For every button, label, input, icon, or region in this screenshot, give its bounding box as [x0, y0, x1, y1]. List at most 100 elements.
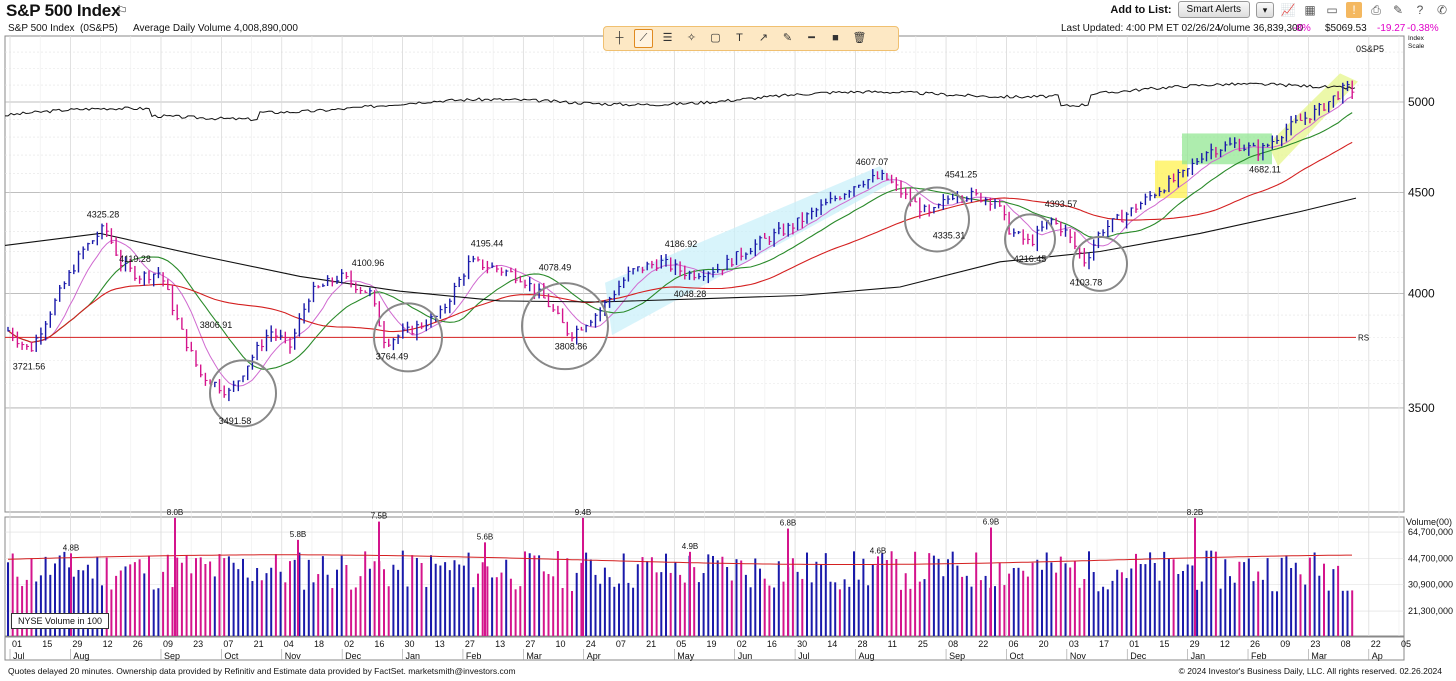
- volume-peak-label: 5.8B: [290, 530, 306, 539]
- x-tick-label: 23: [193, 639, 203, 649]
- x-tick-label: 10: [556, 639, 566, 649]
- x-tick-label: 14: [827, 639, 837, 649]
- price-label: 4078.49: [539, 263, 572, 273]
- x-tick-label: 01: [1129, 639, 1139, 649]
- x-tick-label: 29: [1190, 639, 1200, 649]
- x-tick-label: 02: [737, 639, 747, 649]
- price-label: 4103.78: [1070, 277, 1103, 287]
- volume-peak-label: 5.6B: [477, 532, 493, 541]
- base-circle: [905, 187, 969, 251]
- month-label: Nov: [1070, 651, 1087, 661]
- x-tick-label: 07: [616, 639, 626, 649]
- x-tick-label: 15: [42, 639, 52, 649]
- scale-label: Index: [1408, 35, 1425, 42]
- volume-peak-label: 8.2B: [1187, 508, 1203, 517]
- month-label: Ap: [1372, 651, 1383, 661]
- x-tick-label: 13: [435, 639, 445, 649]
- x-tick-label: 20: [1039, 639, 1049, 649]
- price-label: 4119.28: [119, 254, 151, 264]
- volume-tick-label: 21,300,000: [1408, 606, 1453, 616]
- month-label: Nov: [285, 651, 302, 661]
- x-tick-label: 29: [72, 639, 82, 649]
- y-tick-label: 4000: [1408, 286, 1435, 300]
- x-tick-label: 21: [254, 639, 264, 649]
- y-tick-label: 3500: [1408, 401, 1435, 415]
- crosshair-icon[interactable]: ┼: [610, 29, 629, 48]
- price-label: 3764.49: [376, 351, 409, 361]
- x-tick-label: 08: [1341, 639, 1351, 649]
- price-label: 4100.96: [352, 258, 385, 268]
- month-label: Sep: [164, 651, 180, 661]
- x-tick-label: 15: [1159, 639, 1169, 649]
- trash-icon[interactable]: 🗑: [850, 29, 869, 48]
- x-tick-label: 05: [676, 639, 686, 649]
- x-tick-label: 11: [888, 639, 897, 649]
- volume-peak-label: 6.8B: [780, 519, 796, 528]
- rectangle-icon[interactable]: ▢: [706, 29, 725, 48]
- x-tick-label: 03: [1069, 639, 1079, 649]
- price-label: 4048.28: [674, 289, 707, 299]
- volume-panel: 64,700,00044,700,00030,900,00021,300,000…: [5, 508, 1453, 636]
- price-label: 4216.45: [1014, 254, 1047, 264]
- x-tick-label: 17: [1099, 639, 1109, 649]
- month-label: Mar: [526, 651, 542, 661]
- x-tick-label: 25: [918, 639, 928, 649]
- x-tick-label: 09: [1280, 639, 1290, 649]
- month-label: Apr: [587, 651, 601, 661]
- pen-icon[interactable]: ✎: [778, 29, 797, 48]
- volume-tick-label: 30,900,000: [1408, 580, 1453, 590]
- text-icon[interactable]: T: [730, 29, 749, 48]
- draw-line-icon[interactable]: ⟋: [634, 29, 653, 48]
- x-tick-label: 07: [223, 639, 233, 649]
- price-label: 3491.58: [219, 416, 252, 426]
- price-label: 4682.11: [1249, 164, 1281, 174]
- volume-peak-label: 9.4B: [575, 508, 591, 517]
- month-label: Jun: [738, 651, 753, 661]
- x-tick-label: 02: [344, 639, 354, 649]
- paint-icon[interactable]: ✧: [682, 29, 701, 48]
- x-tick-label: 12: [103, 639, 113, 649]
- x-tick-label: 18: [314, 639, 324, 649]
- x-tick-label: 16: [374, 639, 384, 649]
- trend-channels: [605, 73, 1358, 335]
- x-tick-label: 27: [465, 639, 475, 649]
- volume-axis-label: Volume(00): [1406, 517, 1452, 527]
- volume-peak-label: 4.8B: [63, 543, 79, 552]
- price-label: 4541.25: [945, 170, 978, 180]
- list-icon[interactable]: ☰: [658, 29, 677, 48]
- x-tick-label: 12: [1220, 639, 1230, 649]
- x-tick-label: 01: [12, 639, 22, 649]
- volume-legend: NYSE Volume in 100: [11, 613, 109, 629]
- x-tick-label: 06: [1008, 639, 1018, 649]
- scale-label: Scale: [1408, 43, 1425, 50]
- month-label: Jul: [798, 651, 810, 661]
- month-label: Sep: [949, 651, 965, 661]
- x-tick-label: 22: [1371, 639, 1381, 649]
- month-label: Feb: [466, 651, 482, 661]
- x-tick-label: 16: [767, 639, 777, 649]
- rs-label: RS: [1358, 333, 1369, 342]
- volume-tick-label: 44,700,000: [1408, 553, 1453, 563]
- month-label: Jul: [13, 651, 25, 661]
- x-tick-label: 28: [857, 639, 867, 649]
- x-tick-label: 04: [284, 639, 294, 649]
- line-weight-icon[interactable]: ━: [802, 29, 821, 48]
- x-tick-label: 26: [1250, 639, 1260, 649]
- x-tick-label: 27: [525, 639, 535, 649]
- x-tick-label: 22: [978, 639, 988, 649]
- price-label: 4393.57: [1045, 199, 1078, 209]
- volume-peak-label: 8.0B: [167, 508, 183, 517]
- x-tick-label: 30: [405, 639, 415, 649]
- month-label: Aug: [858, 651, 874, 661]
- arrow-icon[interactable]: ↗: [754, 29, 773, 48]
- month-label: Feb: [1251, 651, 1267, 661]
- y-tick-label: 4500: [1408, 185, 1435, 199]
- x-tick-label: 19: [707, 639, 717, 649]
- color-swatch-icon[interactable]: ■: [826, 29, 845, 48]
- x-tick-label: 23: [1310, 639, 1320, 649]
- volume-peak-label: 7.5B: [371, 512, 387, 521]
- price-label: 4325.28: [87, 209, 120, 219]
- x-tick-label: 13: [495, 639, 505, 649]
- drawing-toolbar: ┼ ⟋ ☰ ✧ ▢ T ↗ ✎ ━ ■ 🗑: [603, 26, 899, 51]
